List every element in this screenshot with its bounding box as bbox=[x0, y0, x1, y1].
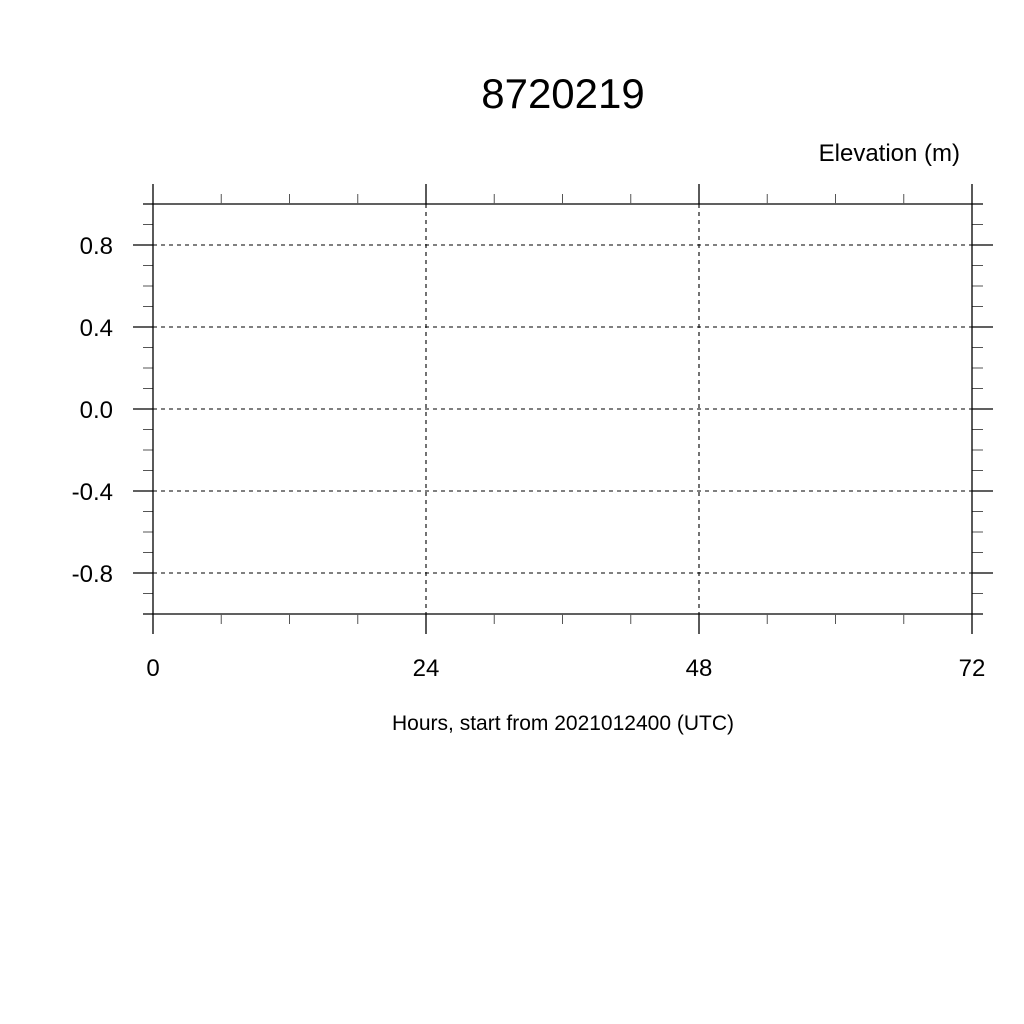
x-tick-label: 48 bbox=[686, 655, 713, 682]
y-tick-label: -0.8 bbox=[72, 561, 113, 588]
x-axis-label: Hours, start from 2021012400 (UTC) bbox=[392, 712, 734, 735]
axes bbox=[133, 184, 993, 634]
chart-title: 8720219 bbox=[481, 70, 645, 117]
x-tick-label: 24 bbox=[413, 655, 440, 682]
x-tick-label: 72 bbox=[959, 655, 986, 682]
y-tick-label: -0.4 bbox=[72, 479, 113, 506]
tick-labels: 0.8 0.4 0.0 -0.4 -0.8 0 24 48 72 bbox=[72, 233, 986, 682]
x-tick-label: 0 bbox=[146, 655, 159, 682]
y-tick-label: 0.0 bbox=[80, 397, 113, 424]
y-tick-label: 0.8 bbox=[80, 233, 113, 260]
y-axis-label: Elevation (m) bbox=[819, 140, 960, 167]
y-tick-label: 0.4 bbox=[80, 315, 113, 342]
grid bbox=[153, 204, 972, 614]
